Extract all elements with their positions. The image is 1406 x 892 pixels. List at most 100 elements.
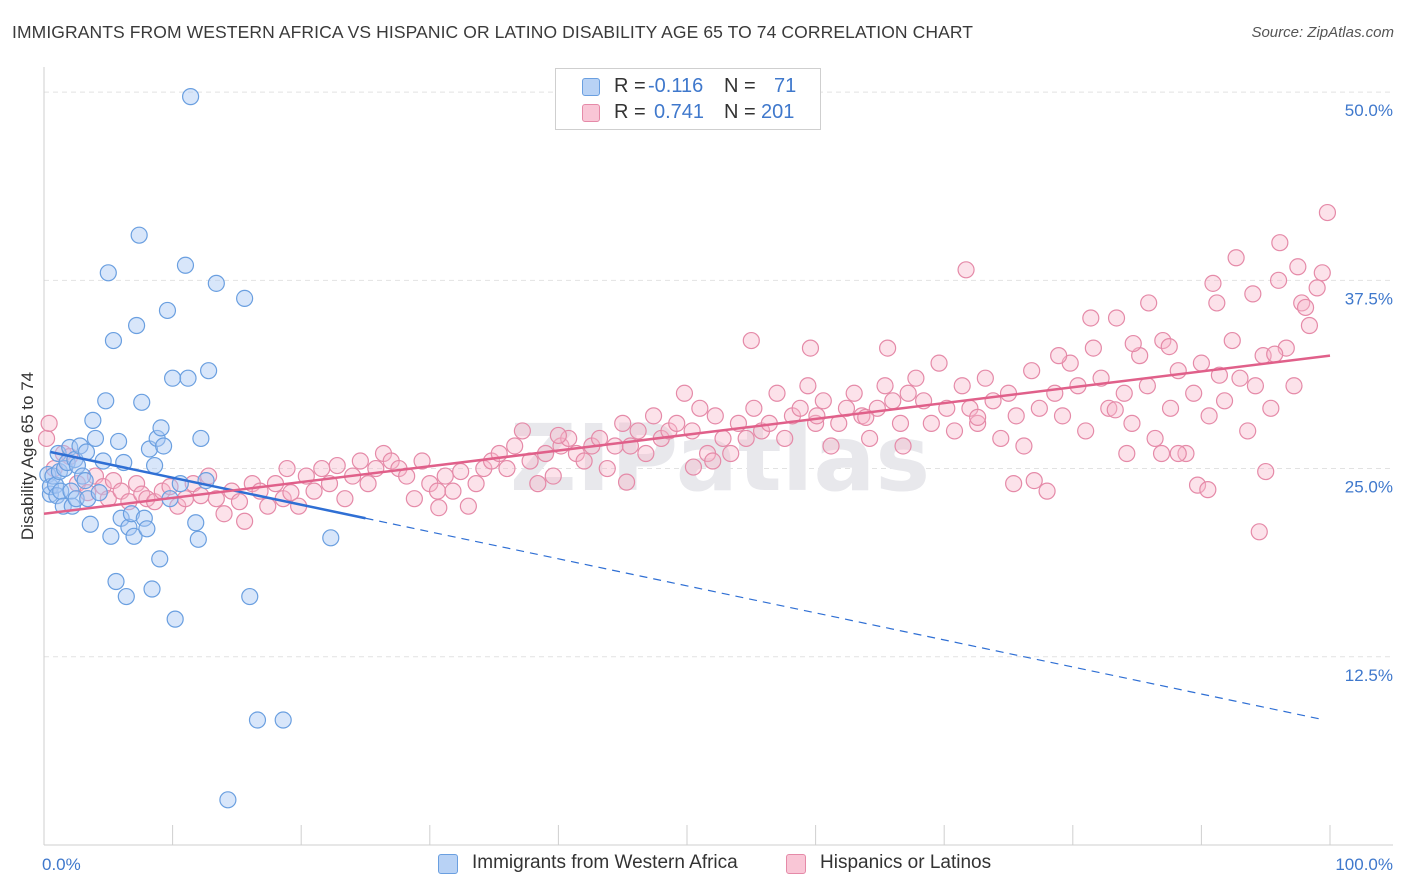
point-hispanics [1192,354,1211,372]
point-hispanics [791,399,809,417]
y-tick-label: 37.5% [1345,289,1393,308]
point-western-africa [138,520,156,538]
point-western-africa [241,587,259,606]
point-hispanics [1124,334,1142,353]
point-hispanics [704,452,722,470]
point-hispanics [513,422,531,440]
point-western-africa [182,88,200,106]
y-tick-label: 50.0% [1345,101,1393,120]
point-western-africa [81,515,99,533]
point-western-africa [192,429,210,448]
point-hispanics [1015,437,1033,455]
chart-source: Source: ZipAtlas.com [1251,24,1394,41]
point-hispanics [1318,203,1337,222]
point-hispanics [1266,345,1284,363]
point-hispanics [506,437,524,455]
point-western-africa [179,369,197,387]
point-western-africa [86,429,105,448]
point-hispanics [1025,472,1043,490]
point-hispanics [884,392,902,410]
point-western-africa [143,580,161,598]
point-hispanics [1082,309,1100,327]
point-hispanics [413,452,431,470]
point-western-africa [125,527,143,545]
point-western-africa [154,437,173,455]
point-hispanics [957,261,975,279]
point-hispanics [945,422,964,440]
point-hispanics [891,414,910,432]
point-hispanics [1169,362,1187,380]
bottom-legend-swatch-pink [786,854,806,874]
point-hispanics [529,475,547,493]
legend-r-label: R = [614,101,646,123]
point-hispanics [907,369,925,387]
point-western-africa [73,467,92,485]
point-hispanics [1271,234,1289,252]
point-hispanics [351,452,369,470]
point-western-africa [130,226,148,244]
point-hispanics [922,414,940,432]
point-hispanics [1160,337,1178,356]
point-hispanics [37,429,56,448]
point-western-africa [104,331,123,350]
point-hispanics [617,473,636,491]
point-hispanics [1023,362,1041,380]
point-hispanics [1169,444,1187,463]
point-hispanics [1296,298,1315,317]
point-hispanics [1215,392,1234,410]
point-hispanics [1007,407,1025,425]
point-hispanics [1246,377,1265,395]
point-hispanics [1188,476,1207,494]
point-hispanics [544,467,562,485]
point-hispanics [1239,422,1257,440]
point-hispanics [359,475,377,493]
point-hispanics [1269,271,1288,289]
point-hispanics [629,422,647,440]
point-western-africa [102,527,120,545]
point-hispanics [1244,285,1262,303]
point-hispanics [313,459,331,478]
point-western-africa [158,301,177,320]
point-western-africa [164,369,182,387]
point-hispanics [1053,407,1072,425]
point-hispanics [675,384,694,402]
point-western-africa [236,289,254,308]
legend-n-value: 201 [761,101,795,123]
point-western-africa [133,393,151,411]
point-hispanics [799,377,817,395]
point-hispanics [1227,249,1245,267]
legend-n-value: 71 [774,75,797,97]
point-hispanics [459,497,477,515]
bottom-legend-swatch-blue [438,854,458,874]
point-hispanics [1106,401,1124,419]
bottom-legend-label: Immigrants from Western Africa [472,852,738,873]
trend-line-western-africa-extension [365,517,1324,721]
point-hispanics [969,414,987,432]
trend-layer [43,354,1331,721]
point-hispanics [1285,377,1303,395]
point-hispanics [899,384,917,402]
point-hispanics [215,505,233,523]
point-western-africa [127,316,146,335]
point-western-africa [97,392,115,410]
point-hispanics [1161,399,1180,417]
point-hispanics [1107,309,1126,327]
legend-swatch-pink [582,104,600,122]
point-hispanics [467,475,485,493]
point-hispanics [1038,482,1056,500]
point-hispanics [992,429,1010,448]
point-hispanics [1300,316,1319,335]
point-hispanics [976,369,994,387]
point-western-africa [187,514,205,532]
point-hispanics [822,437,840,455]
point-western-africa [166,610,184,628]
point-hispanics [953,377,971,395]
point-hispanics [498,459,516,478]
point-western-africa [120,518,138,536]
point-western-africa [122,505,141,523]
point-western-africa [99,264,117,282]
point-hispanics [1223,331,1241,350]
point-western-africa [71,437,89,455]
point-hispanics [1146,429,1164,448]
